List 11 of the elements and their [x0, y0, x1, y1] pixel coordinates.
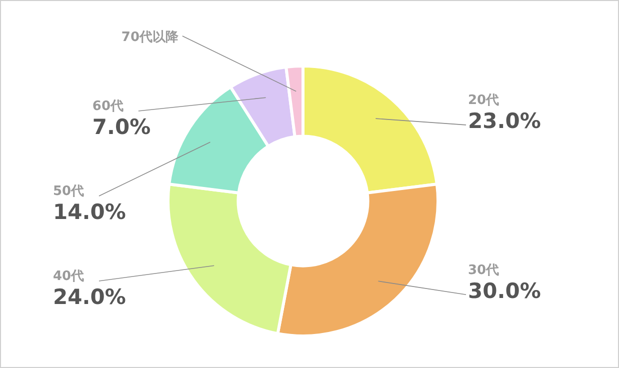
slice-label: 40代	[53, 268, 86, 285]
data-label: 7.0%	[92, 115, 151, 139]
slice-label: 50代	[53, 183, 86, 200]
slice-label: 20代	[468, 92, 500, 109]
slice-label: 60代	[92, 98, 125, 115]
slice-label: 30代	[468, 262, 500, 279]
slice-label: 70代以降	[121, 29, 178, 46]
data-label: 23.0%	[468, 108, 541, 133]
data-label: 30.0%	[468, 278, 541, 303]
data-label: 14.0%	[53, 200, 126, 224]
data-label: 24.0%	[53, 285, 126, 309]
